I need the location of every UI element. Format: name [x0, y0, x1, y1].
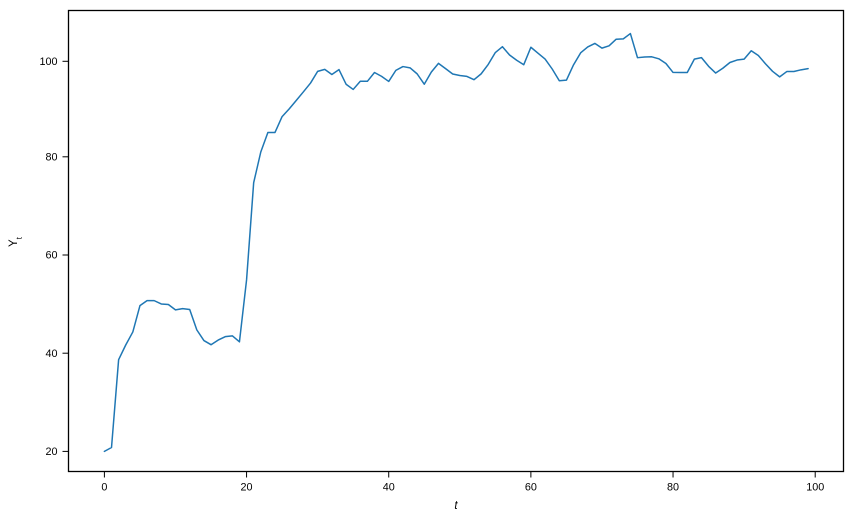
svg-text:60: 60 — [525, 482, 537, 494]
svg-text:40: 40 — [45, 348, 57, 360]
svg-text:Yt: Yt — [8, 236, 24, 247]
svg-text:40: 40 — [383, 482, 395, 494]
svg-text:20: 20 — [241, 482, 253, 494]
svg-text:80: 80 — [45, 151, 57, 163]
svg-text:60: 60 — [45, 250, 57, 262]
svg-text:100: 100 — [806, 482, 824, 494]
svg-text:0: 0 — [101, 482, 107, 494]
svg-text:t: t — [454, 500, 458, 512]
svg-text:100: 100 — [39, 56, 57, 68]
svg-text:20: 20 — [45, 446, 57, 458]
svg-text:80: 80 — [667, 482, 679, 494]
